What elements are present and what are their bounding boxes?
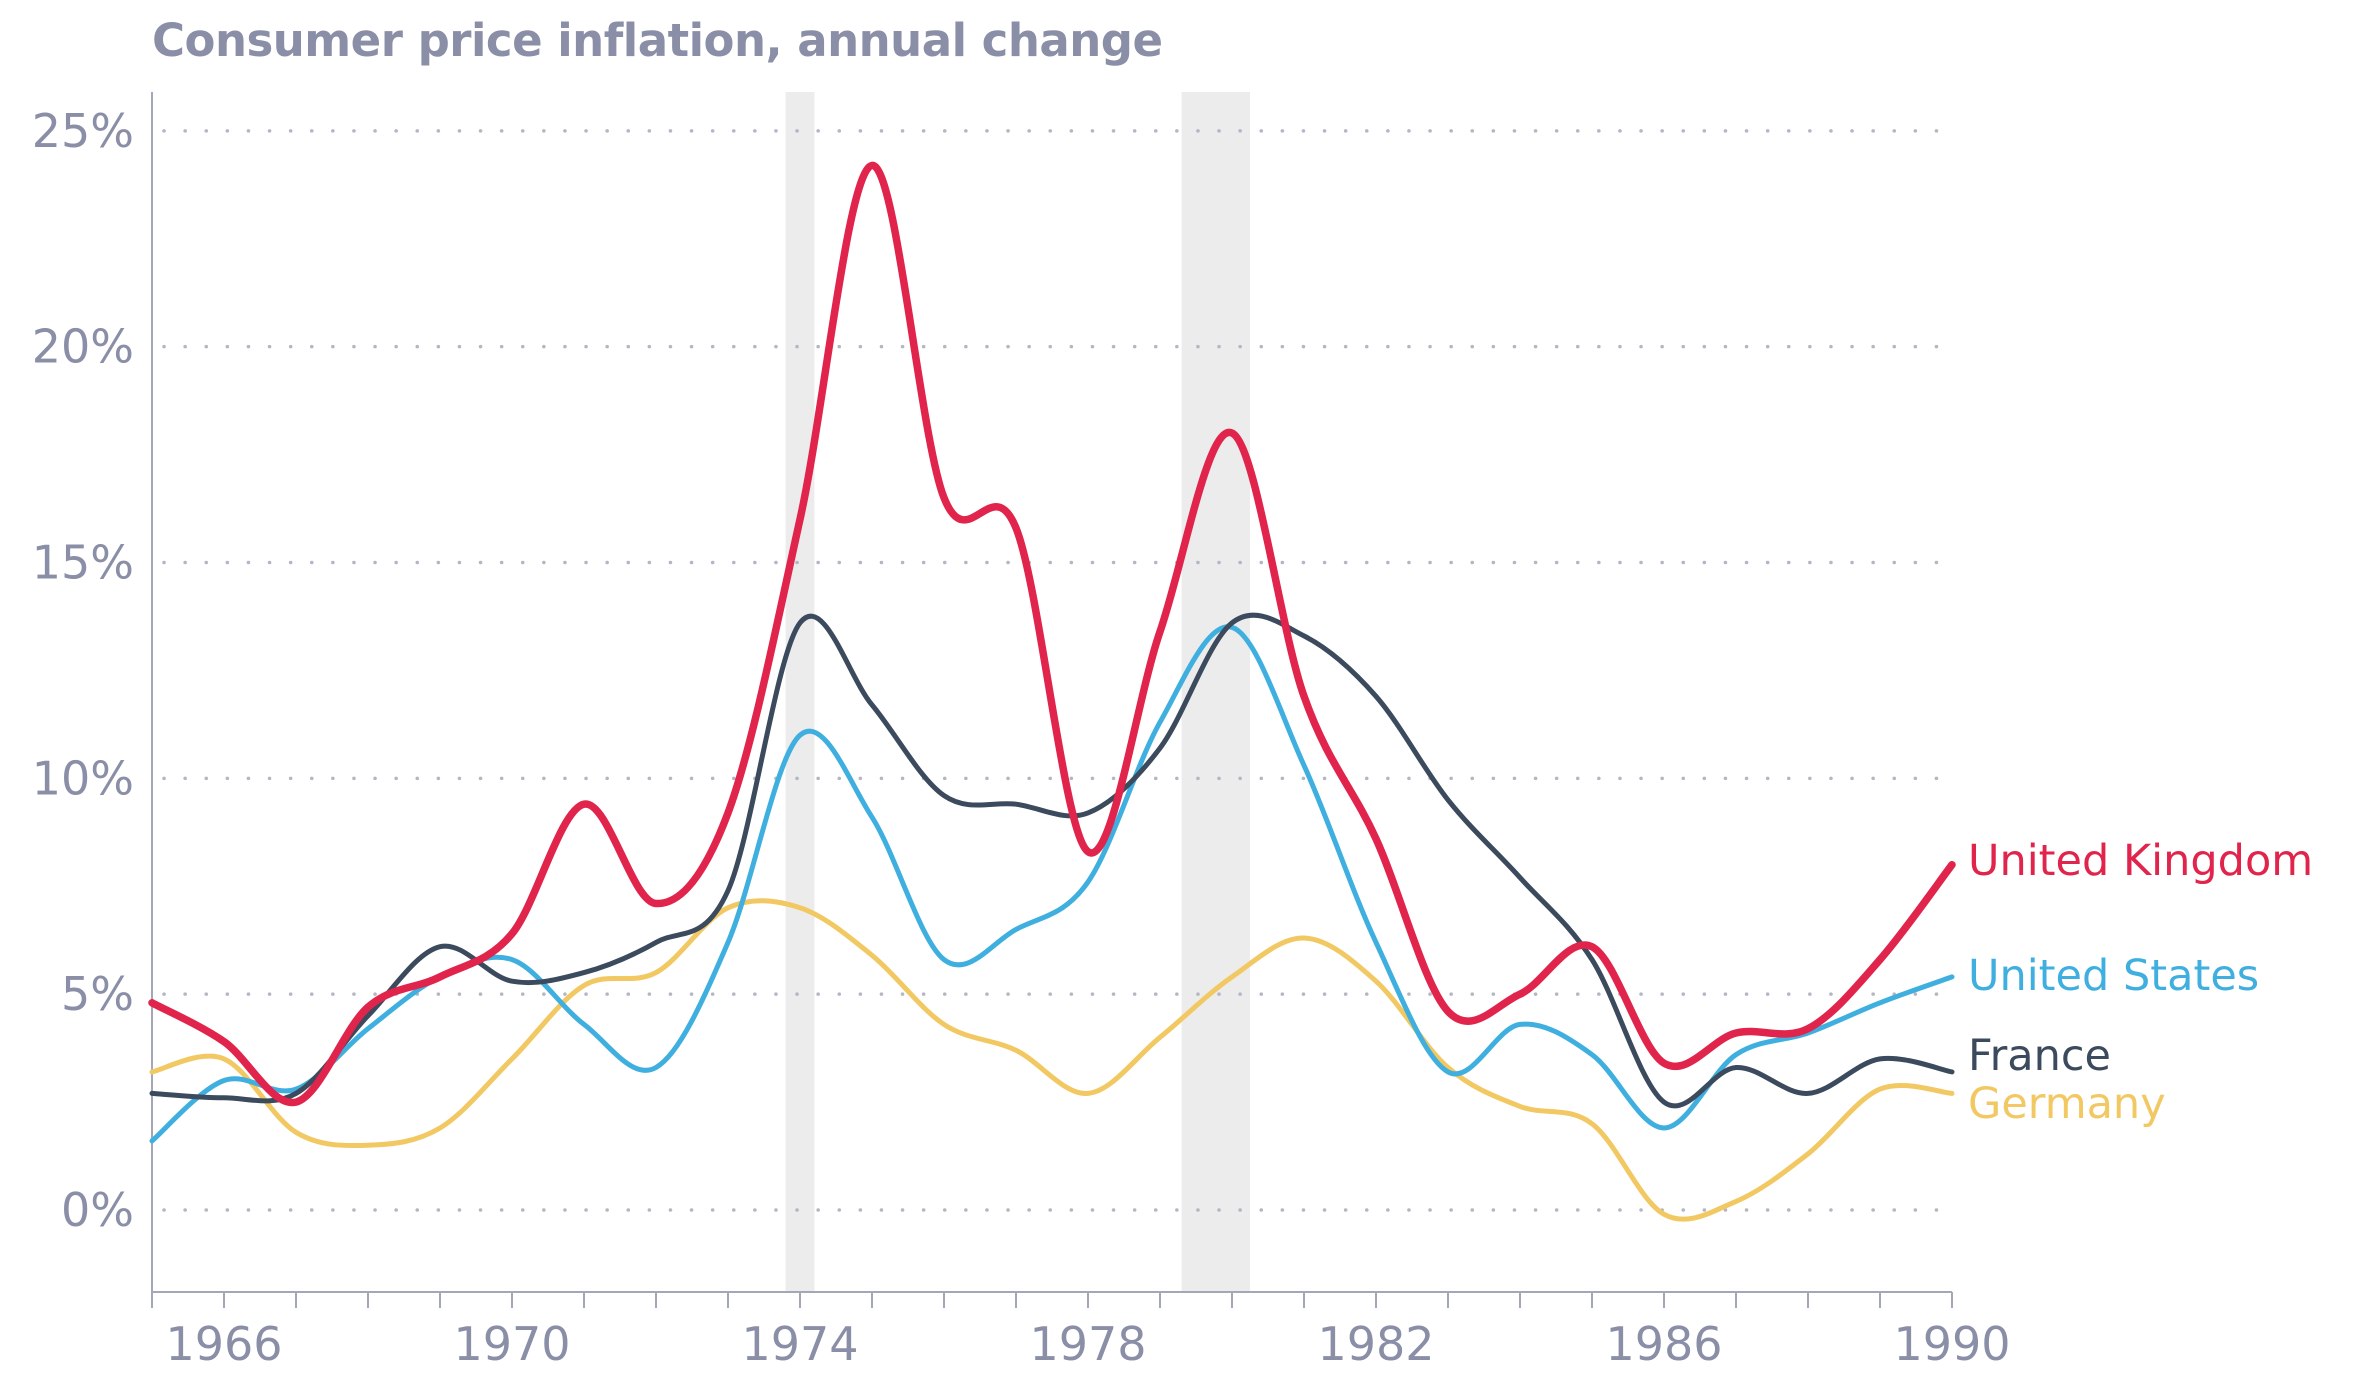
x-tick-label: 1986 [1605,1317,1722,1371]
axes: 0% 5% 10% 15% 20% 25% 1966 1970 1974 1978 1982 1986… [32,92,2011,1371]
series-line-france [149,612,1955,1109]
y-tick-label: 0% [61,1183,134,1237]
shaded-periods [785,92,1250,1292]
series-line-united-kingdom [148,161,1956,1107]
y-tick-label: 10% [32,751,134,805]
series-label-france: France [1968,1031,2111,1081]
series-line-united-states [149,624,1955,1144]
x-tick-label: 1982 [1317,1317,1434,1371]
shaded-period-1 [785,92,815,1292]
y-tick-label: 5% [61,967,134,1021]
x-tick-label: 1978 [1029,1317,1146,1371]
x-tick-label: 1966 [165,1317,282,1371]
series-label-united-kingdom: United Kingdom [1968,836,2313,886]
gridlines [162,129,1940,1212]
y-tick-label: 25% [32,104,134,158]
x-tick-label: 1990 [1893,1317,2010,1371]
chart-title: Consumer price inflation, annual change [152,14,1163,67]
series-label-united-states: United States [1968,951,2259,1001]
y-tick-label: 15% [32,536,134,590]
series-lines [148,161,1956,1222]
series-line-germany [149,898,1955,1222]
y-tick-label: 20% [32,320,134,374]
series-label-germany: Germany [1968,1079,2166,1129]
x-tick-label: 1974 [741,1317,858,1371]
x-tick-label: 1970 [453,1317,570,1371]
